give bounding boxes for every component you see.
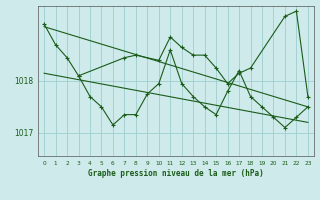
X-axis label: Graphe pression niveau de la mer (hPa): Graphe pression niveau de la mer (hPa): [88, 169, 264, 178]
